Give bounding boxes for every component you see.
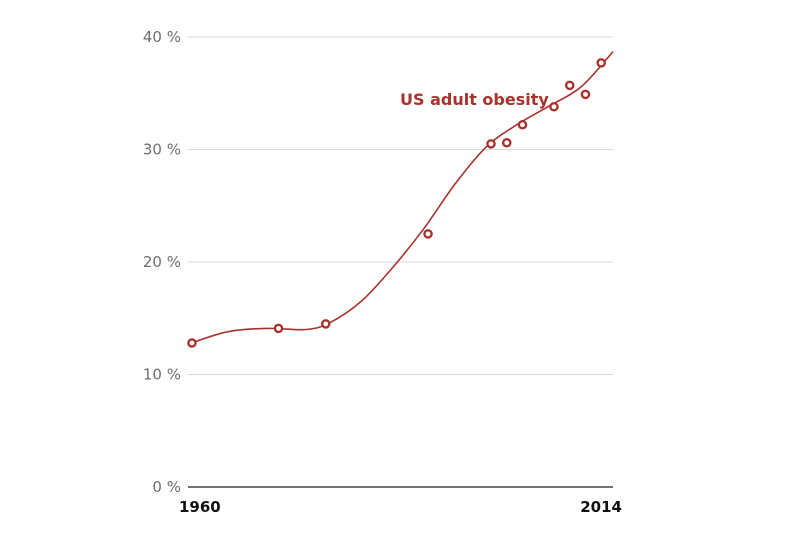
- data-point: [501, 137, 512, 148]
- data-point: [564, 80, 575, 91]
- data-point: [549, 101, 559, 112]
- data-points: [187, 58, 606, 348]
- y-tick-label: 30 %: [143, 141, 181, 159]
- y-axis-tick-labels: 0 % 10 % 20 % 30 % 40 %: [143, 28, 181, 496]
- x-tick-label-end: 2014: [580, 498, 622, 516]
- y-tick-label: 20 %: [143, 253, 181, 271]
- data-point: [580, 89, 591, 100]
- series-label: US adult obesity: [400, 90, 549, 109]
- y-tick-label: 0 %: [152, 478, 181, 496]
- data-point: [596, 58, 606, 68]
- y-tick-label: 40 %: [143, 28, 181, 46]
- data-point: [273, 323, 284, 334]
- x-axis-tick-labels: 1960 2014: [179, 498, 622, 516]
- gridlines: [188, 36, 613, 375]
- data-point: [517, 119, 528, 130]
- y-tick-label: 10 %: [143, 366, 181, 384]
- series-trend-line: [187, 51, 614, 345]
- data-point: [320, 319, 331, 329]
- data-point: [423, 229, 433, 239]
- x-tick-label-start: 1960: [179, 498, 221, 516]
- data-point: [187, 338, 197, 348]
- data-point: [486, 139, 496, 149]
